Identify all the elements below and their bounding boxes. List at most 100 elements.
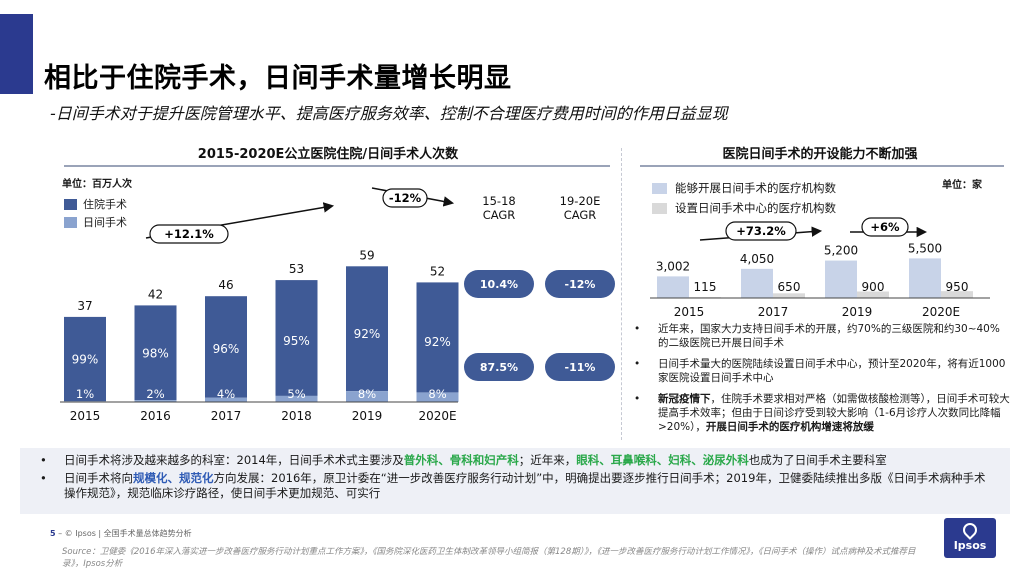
footer-text: – © Ipsos | 全国手术量总体趋势分析 — [58, 529, 192, 538]
logo-pin-icon — [960, 520, 980, 540]
bottom-bullet-list: 日间手术将涉及越来越多的科室：2014年，日间手术术式主要涉及普外科、骨科和妇产… — [34, 453, 994, 504]
page-title: 相比于住院手术，日间手术量增长明显 — [44, 63, 512, 94]
x-tick-label-2020E: 2020E — [418, 409, 456, 423]
bar-total-label-2017: 46 — [218, 278, 233, 292]
right-legend-item-center: 设置日间手术中心的医疗机构数 — [652, 200, 836, 216]
right-bar-capable-2019 — [825, 260, 857, 298]
bar-daytime-share-2016: 2% — [146, 387, 164, 401]
x-tick-label-2017: 2017 — [211, 409, 242, 423]
left-chart-title: 2015-2020E公立医院住院/日间手术人次数 — [197, 147, 459, 162]
right-bullet-3-end: 开展日间手术的医疗机构增速将放缓 — [705, 421, 874, 433]
x-tick-label-2019: 2019 — [352, 409, 383, 423]
bar-daytime-2018 — [275, 395, 318, 402]
cagr-daytime-15-18: 87.5% — [464, 353, 534, 381]
right-bullet-3: 新冠疫情下，住院手术要求相对严格（如需做核酸检测等），日间手术可较大提高手术效率… — [630, 392, 1010, 434]
cagr-inpatient-19-20: -12% — [545, 270, 615, 298]
bar-inpatient-2020E — [416, 282, 459, 393]
right-bar-label-capable-2017: 4,050 — [740, 252, 774, 266]
right-legend-label-center: 设置日间手术中心的医疗机构数 — [675, 201, 836, 215]
bar-total-label-2018: 53 — [289, 262, 304, 276]
bar-daytime-2019 — [346, 391, 388, 402]
cagr-header-15-18-l2: CAGR — [482, 208, 516, 222]
logo-text: Ipsos — [953, 539, 987, 552]
right-bar-label-center-2019: 900 — [862, 280, 885, 294]
right-title-rule — [640, 165, 1004, 167]
right-bar-label-capable-2015: 3,002 — [656, 259, 690, 273]
bar-total-label-2015: 37 — [77, 299, 92, 313]
cagr-header-19-20-l2: CAGR — [563, 208, 597, 222]
right-x-tick-label-2019: 2019 — [842, 305, 873, 319]
right-x-tick-label-2015: 2015 — [674, 305, 705, 319]
bottom-bullet-1: 日间手术将涉及越来越多的科室：2014年，日间手术术式主要涉及普外科、骨科和妇产… — [34, 453, 994, 468]
bottom-bullet-2-blue: 规模化、规范化 — [133, 471, 214, 485]
bar-daytime-share-2019: 8% — [358, 387, 376, 401]
x-tick-label-2016: 2016 — [140, 409, 171, 423]
right-bar-capable-2017 — [741, 268, 773, 298]
legend-swatch-inpatient — [64, 198, 77, 210]
right-x-tick-label-2020E: 2020E — [922, 305, 960, 319]
cagr-header-15-18-l1: 15-18 — [482, 194, 516, 208]
ipsos-logo: Ipsos — [944, 518, 996, 558]
right-bar-label-center-2017: 650 — [778, 280, 801, 294]
right-bar-capable-2015 — [657, 276, 689, 298]
bottom-bullet-1-a: 日间手术将涉及越来越多的科室：2014年，日间手术术式主要涉及 — [64, 453, 404, 467]
bar-total-label-2020E: 52 — [430, 264, 445, 278]
page-number: 5 — [50, 529, 56, 538]
bar-daytime-share-2018: 5% — [287, 387, 305, 401]
legend-swatch-daytime — [64, 216, 77, 228]
bottom-bullet-2-a: 日间手术将向 — [64, 471, 133, 485]
right-legend-label-capable: 能够开展日间手术的医疗机构数 — [675, 181, 836, 195]
source-note: Source：卫健委《2016年深入落实进一步改善医疗服务行动计划重点工作方案》… — [62, 547, 916, 569]
bottom-bullet-2-b: 方向发展：2016年，原卫计委在“进一步改善医疗服务行动计划”中，明确提出要逐步… — [64, 471, 986, 500]
page-subtitle: -日间手术对于提升医院管理水平、提高医疗服务效率、控制不合理医疗费用时间的作用日… — [50, 104, 728, 123]
x-tick-label-2015: 2015 — [70, 409, 101, 423]
right-legend-swatch-capable — [652, 182, 667, 194]
bar-inpatient-2019 — [346, 266, 388, 392]
cagr-growth-pill — [149, 224, 229, 244]
bar-inpatient-share-2016: 98% — [142, 347, 169, 361]
x-tick-label-2018: 2018 — [281, 409, 312, 423]
cagr-daytime-19-20: -11% — [545, 353, 615, 381]
right-bar-label-capable-2019: 5,200 — [824, 244, 858, 258]
right-bar-label-center-2015: 115 — [694, 280, 717, 294]
left-title-rule — [64, 165, 610, 167]
right-cagr-pill-2 — [861, 217, 909, 237]
accent-bar — [0, 14, 33, 94]
legend-item-daytime: 日间手术 — [64, 214, 127, 230]
panel-divider — [621, 148, 622, 440]
legend-item-inpatient: 住院手术 — [64, 196, 127, 212]
bar-daytime-2017 — [205, 397, 247, 402]
bar-total-label-2019: 59 — [359, 248, 374, 262]
right-cagr-label-1: +73.2% — [736, 224, 786, 238]
bottom-bullet-2: 日间手术将向规模化、规范化方向发展：2016年，原卫计委在“进一步改善医疗服务行… — [34, 471, 994, 501]
right-bullet-3-text: ，住院手术要求相对严格（如需做核酸检测等），日间手术可较大提高手术效率；但由于日… — [658, 393, 1010, 433]
cagr-decline-label: -12% — [389, 191, 422, 205]
bar-inpatient-share-2017: 96% — [213, 342, 240, 356]
right-bar-center-2017 — [773, 293, 805, 298]
bar-inpatient-2018 — [275, 280, 318, 396]
bar-inpatient-2016 — [134, 305, 177, 401]
bar-inpatient-share-2015: 99% — [72, 352, 99, 366]
bar-inpatient-share-2020E: 92% — [424, 335, 451, 349]
right-legend-item-capable: 能够开展日间手术的医疗机构数 — [652, 180, 836, 196]
bottom-bullet-1-c: 也成为了日间手术主要科室 — [748, 453, 887, 467]
footer: 5 – © Ipsos | 全国手术量总体趋势分析 — [50, 528, 192, 539]
cagr-growth-label: +12.1% — [164, 227, 214, 241]
bar-daytime-share-2017: 4% — [217, 387, 235, 401]
right-cagr-pill-1 — [725, 221, 797, 241]
legend-label-inpatient: 住院手术 — [83, 198, 127, 211]
bar-inpatient-share-2018: 95% — [283, 334, 310, 348]
bar-inpatient-2017 — [205, 296, 247, 398]
right-bar-label-capable-2020E: 5,500 — [908, 241, 942, 255]
right-unit-label: 单位：家 — [942, 180, 982, 191]
right-bullet-list: 近年来，国家大力支持日间手术的开展，约70%的三级医院和约30~40%的二级医院… — [630, 322, 1010, 441]
bar-inpatient-share-2019: 92% — [354, 327, 381, 341]
right-cagr-label-2: +6% — [870, 220, 900, 234]
right-bar-center-2020E — [941, 291, 973, 298]
cagr-decline-pill — [382, 188, 428, 208]
right-bar-center-2019 — [857, 291, 889, 298]
bar-total-label-2016: 42 — [148, 287, 163, 301]
bar-daytime-share-2020E: 8% — [428, 387, 446, 401]
